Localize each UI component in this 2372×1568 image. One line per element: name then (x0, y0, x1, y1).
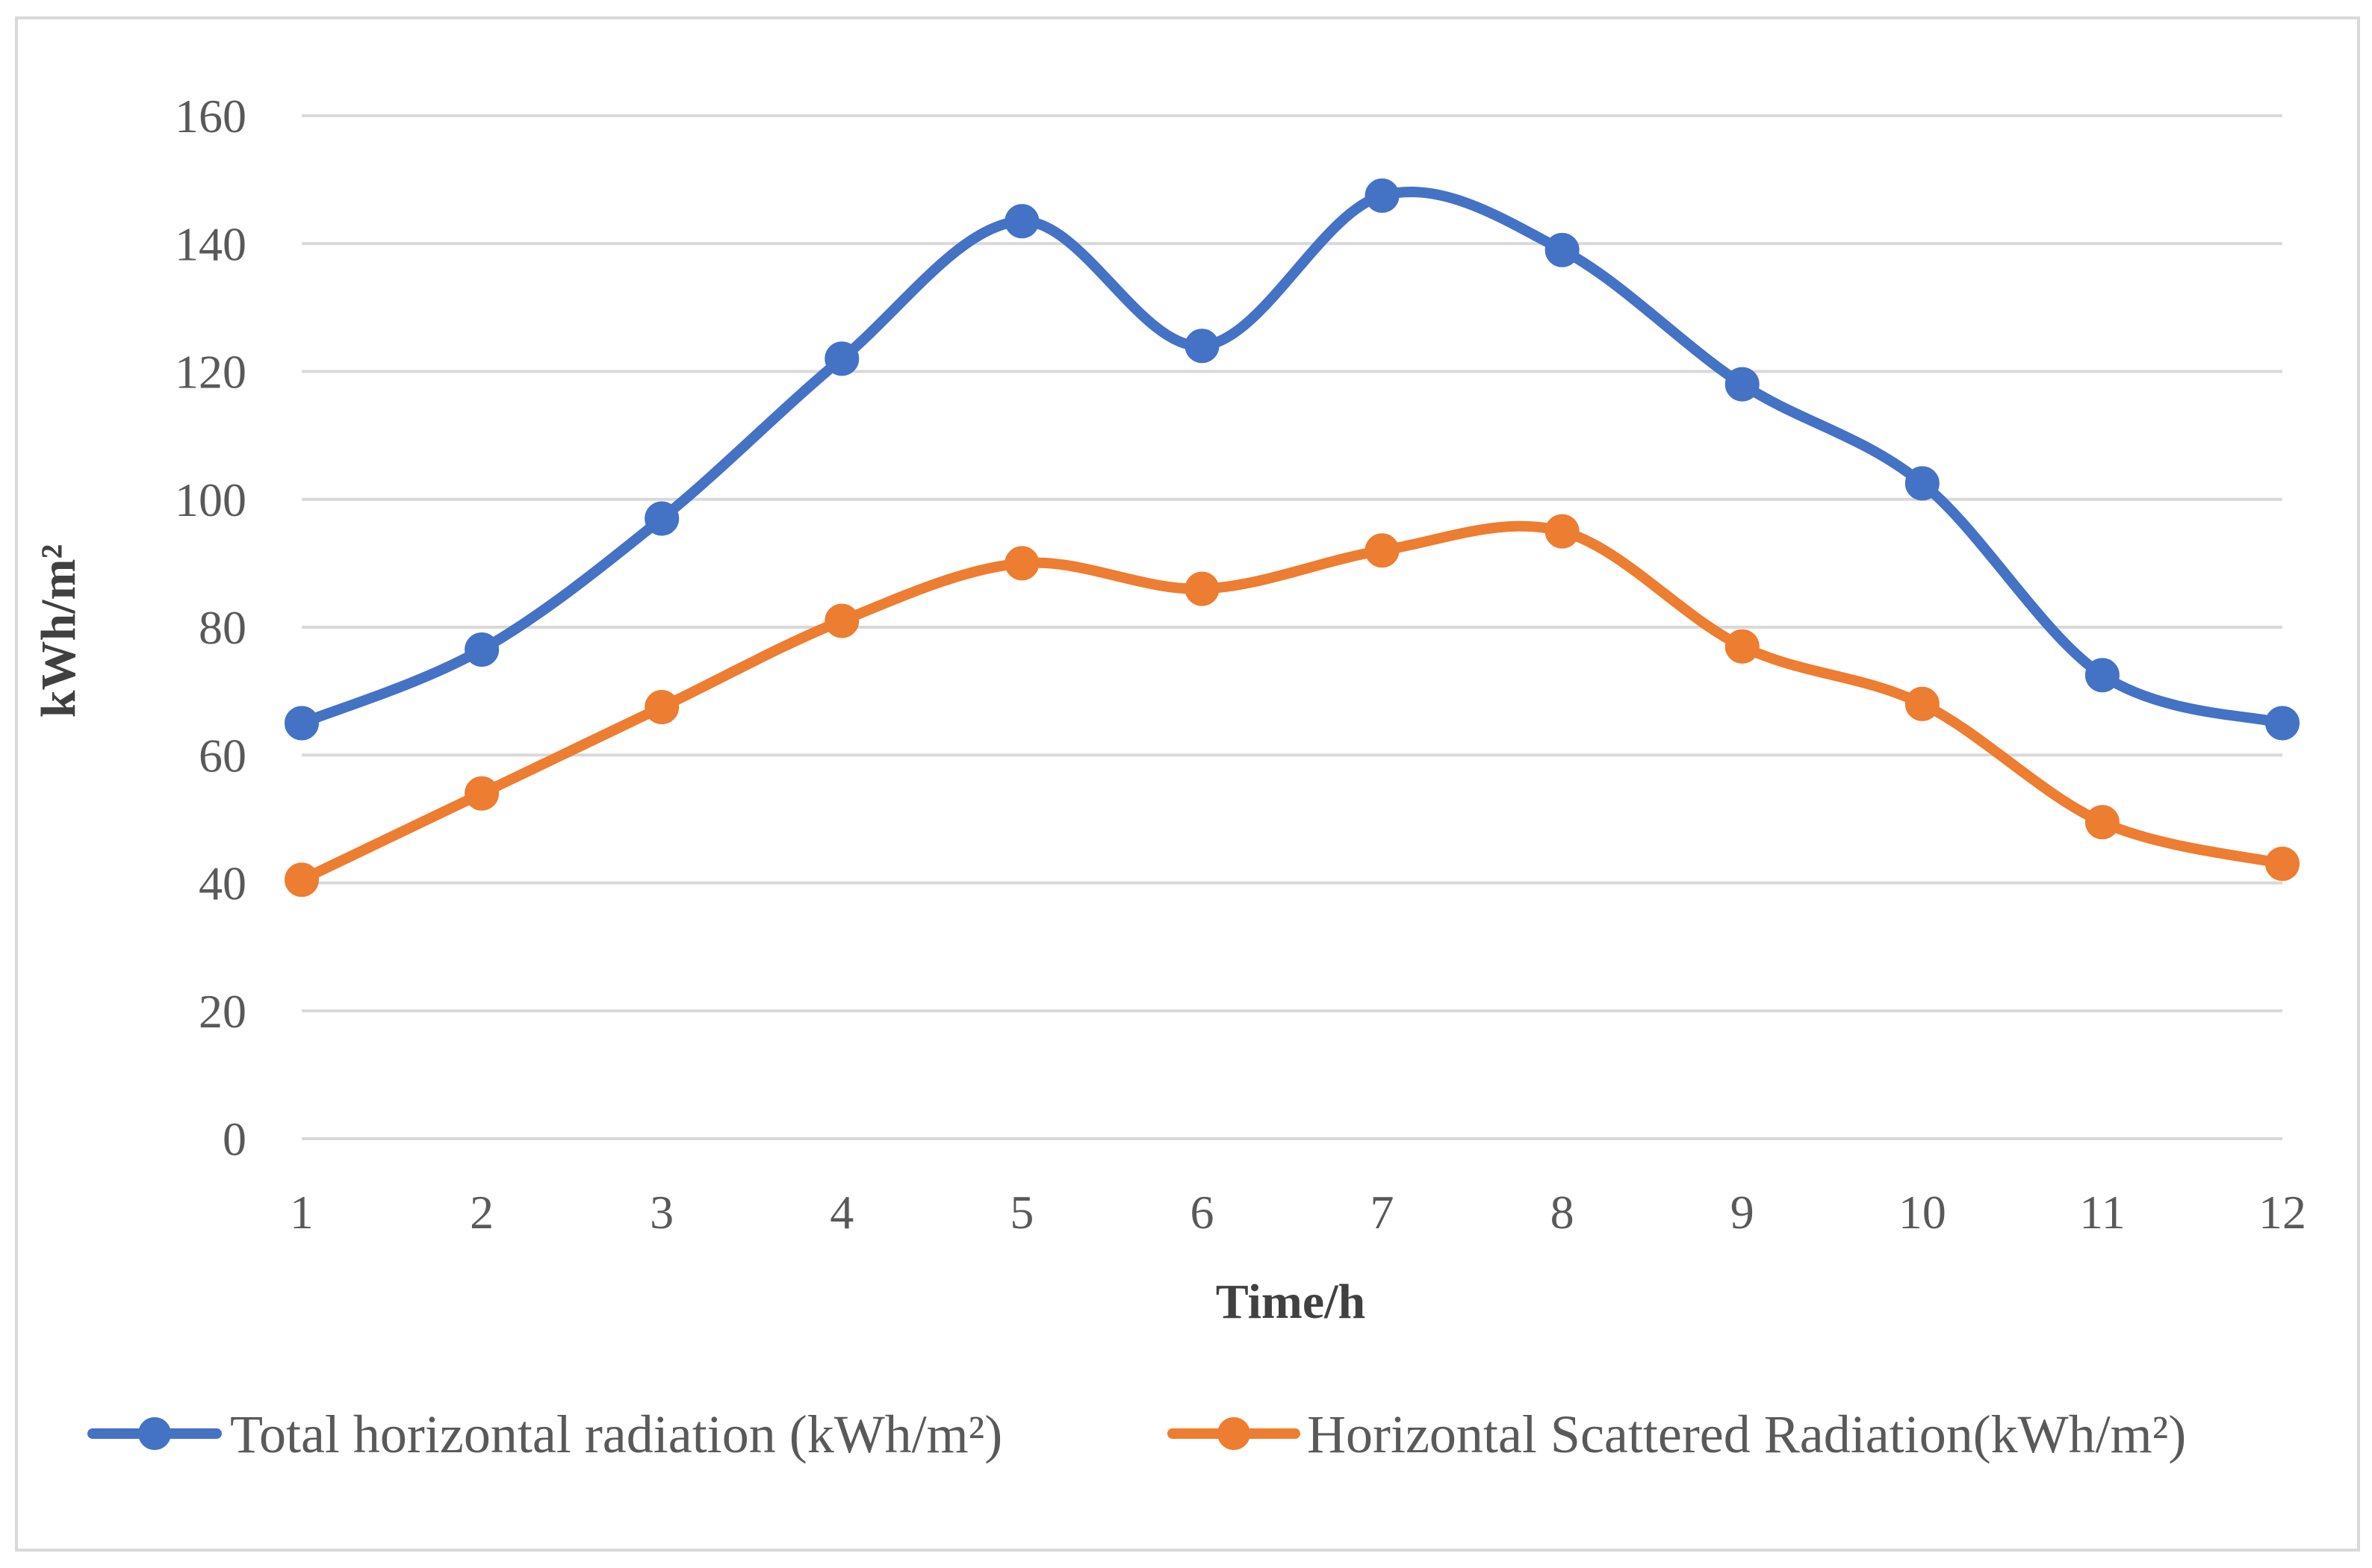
y-tick-label: 160 (175, 90, 246, 143)
x-tick-label: 5 (1010, 1186, 1034, 1239)
x-tick-label: 2 (470, 1186, 494, 1239)
y-tick-label: 60 (199, 729, 246, 782)
data-point (1544, 514, 1580, 549)
x-tick-label: 6 (1190, 1186, 1214, 1239)
x-tick-label: 10 (1898, 1186, 1946, 1239)
x-tick-label: 11 (2079, 1186, 2126, 1239)
legend-label: Total horizontal radiation (kWh/m²) (230, 1404, 1002, 1464)
data-point (1185, 329, 1220, 364)
data-point (1724, 367, 1760, 402)
data-point (285, 862, 319, 897)
x-tick-label: 4 (830, 1186, 854, 1239)
data-point (645, 501, 680, 536)
legend-marker (1217, 1417, 1250, 1450)
y-tick-label: 100 (175, 473, 246, 526)
legend-item-2: Horizontal Scattered Radiation(kWh/m²) (1167, 1404, 2186, 1464)
y-axis-title: kWh/m² (31, 544, 86, 718)
data-point (1724, 629, 1760, 664)
data-point (825, 603, 860, 638)
x-axis-ticks: 1 2 3 4 5 6 7 8 9 10 11 12 (290, 1186, 2306, 1239)
y-tick-label: 40 (199, 857, 246, 910)
y-tick-label: 20 (199, 985, 246, 1038)
gridlines (302, 114, 2282, 1140)
x-tick-label: 8 (1550, 1186, 1574, 1239)
x-axis-title: Time/h (1216, 1275, 1365, 1329)
x-tick-label: 9 (1730, 1186, 1754, 1239)
legend-marker (138, 1417, 171, 1450)
data-point (1364, 178, 1400, 214)
x-tick-label: 1 (290, 1186, 314, 1239)
data-point (285, 706, 319, 741)
y-tick-label: 0 (223, 1113, 246, 1166)
data-point (825, 341, 860, 376)
data-point (2084, 805, 2120, 840)
data-point (1364, 533, 1400, 568)
data-point (1904, 466, 1940, 501)
legend-label: Horizontal Scattered Radiation(kWh/m²) (1307, 1404, 2186, 1464)
series-1 (285, 178, 2300, 741)
data-point (2265, 706, 2300, 741)
y-tick-label: 120 (175, 346, 246, 399)
data-point (2084, 658, 2120, 693)
legend: Total horizontal radiation (kWh/m²) Horiz… (87, 1404, 2186, 1464)
chart-border (15, 16, 2360, 1552)
data-point (2265, 846, 2300, 881)
data-point (1904, 686, 1940, 721)
series-group (285, 178, 2300, 897)
series-line-2 (296, 520, 2288, 886)
data-point (1544, 232, 1580, 267)
x-tick-label: 12 (2258, 1186, 2306, 1239)
series-2 (285, 514, 2300, 897)
data-point (1185, 571, 1220, 606)
data-point (1005, 546, 1040, 581)
x-tick-label: 3 (650, 1186, 674, 1239)
legend-item-1: Total horizontal radiation (kWh/m²) (87, 1404, 1002, 1464)
data-point (645, 690, 680, 725)
data-point (1005, 204, 1040, 239)
data-point (465, 632, 500, 667)
x-tick-label: 7 (1370, 1186, 1394, 1239)
y-tick-label: 140 (175, 217, 246, 270)
y-tick-label: 80 (199, 601, 246, 654)
data-point (465, 776, 500, 811)
y-axis-ticks: 0 20 40 60 80 100 120 140 160 (175, 90, 246, 1166)
